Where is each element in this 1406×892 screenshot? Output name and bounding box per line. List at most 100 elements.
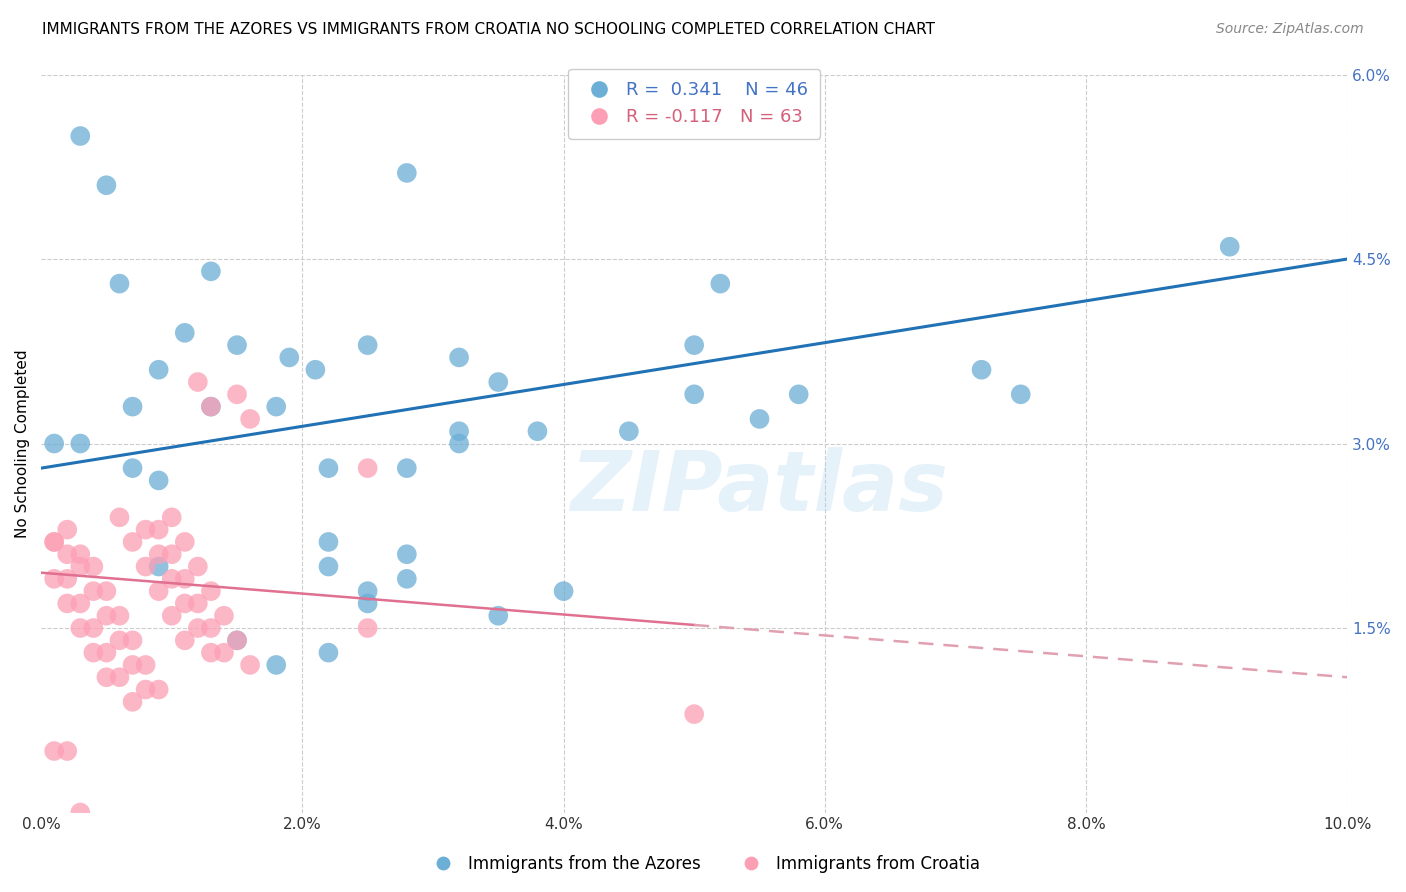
Point	[395, 547, 418, 561]
Point	[96, 608, 118, 623]
Point	[173, 572, 195, 586]
Point	[135, 657, 157, 672]
Point	[173, 633, 195, 648]
Point	[226, 338, 249, 352]
Point	[395, 572, 418, 586]
Point	[187, 596, 209, 610]
Point	[44, 535, 66, 549]
Point	[683, 387, 706, 401]
Point	[148, 559, 170, 574]
Point	[121, 461, 143, 475]
Point	[200, 646, 222, 660]
Point	[82, 621, 104, 635]
Point	[318, 559, 340, 574]
Point	[318, 646, 340, 660]
Point	[56, 596, 79, 610]
Point	[69, 436, 91, 450]
Point	[264, 400, 287, 414]
Point	[173, 596, 195, 610]
Point	[526, 424, 548, 438]
Point	[239, 412, 262, 426]
Point	[108, 608, 131, 623]
Point	[44, 572, 66, 586]
Point	[160, 608, 183, 623]
Text: ZIPatlas: ZIPatlas	[571, 447, 949, 528]
Point	[160, 510, 183, 524]
Point	[787, 387, 810, 401]
Point	[200, 264, 222, 278]
Point	[200, 400, 222, 414]
Point	[108, 633, 131, 648]
Point	[709, 277, 731, 291]
Point	[395, 166, 418, 180]
Point	[449, 424, 471, 438]
Point	[135, 559, 157, 574]
Point	[212, 608, 235, 623]
Point	[395, 461, 418, 475]
Point	[148, 362, 170, 376]
Point	[173, 535, 195, 549]
Point	[187, 375, 209, 389]
Point	[318, 535, 340, 549]
Point	[187, 621, 209, 635]
Point	[160, 547, 183, 561]
Point	[56, 572, 79, 586]
Point	[226, 633, 249, 648]
Point	[121, 695, 143, 709]
Point	[173, 326, 195, 340]
Point	[121, 633, 143, 648]
Point	[69, 128, 91, 143]
Point	[970, 362, 993, 376]
Text: IMMIGRANTS FROM THE AZORES VS IMMIGRANTS FROM CROATIA NO SCHOOLING COMPLETED COR: IMMIGRANTS FROM THE AZORES VS IMMIGRANTS…	[42, 22, 935, 37]
Point	[69, 621, 91, 635]
Point	[356, 461, 378, 475]
Point	[356, 596, 378, 610]
Point	[356, 621, 378, 635]
Point	[356, 338, 378, 352]
Point	[108, 670, 131, 684]
Point	[135, 523, 157, 537]
Point	[148, 547, 170, 561]
Point	[239, 657, 262, 672]
Point	[96, 584, 118, 599]
Point	[200, 621, 222, 635]
Point	[96, 670, 118, 684]
Point	[121, 657, 143, 672]
Point	[200, 584, 222, 599]
Point	[96, 646, 118, 660]
Text: Source: ZipAtlas.com: Source: ZipAtlas.com	[1216, 22, 1364, 37]
Point	[44, 535, 66, 549]
Point	[617, 424, 640, 438]
Point	[318, 461, 340, 475]
Point	[148, 682, 170, 697]
Point	[148, 584, 170, 599]
Point	[44, 436, 66, 450]
Point	[278, 351, 301, 365]
Point	[748, 412, 770, 426]
Point	[82, 584, 104, 599]
Point	[135, 682, 157, 697]
Point	[553, 584, 575, 599]
Point	[121, 535, 143, 549]
Point	[96, 178, 118, 193]
Point	[212, 646, 235, 660]
Point	[69, 547, 91, 561]
Point	[486, 608, 509, 623]
Point	[69, 805, 91, 820]
Point	[200, 400, 222, 414]
Point	[486, 375, 509, 389]
Point	[264, 657, 287, 672]
Point	[82, 646, 104, 660]
Point	[226, 633, 249, 648]
Point	[148, 474, 170, 488]
Point	[44, 744, 66, 758]
Point	[160, 572, 183, 586]
Point	[121, 400, 143, 414]
Point	[56, 523, 79, 537]
Point	[108, 277, 131, 291]
Point	[148, 523, 170, 537]
Point	[449, 351, 471, 365]
Y-axis label: No Schooling Completed: No Schooling Completed	[15, 349, 30, 538]
Point	[304, 362, 326, 376]
Legend: Immigrants from the Azores, Immigrants from Croatia: Immigrants from the Azores, Immigrants f…	[419, 848, 987, 880]
